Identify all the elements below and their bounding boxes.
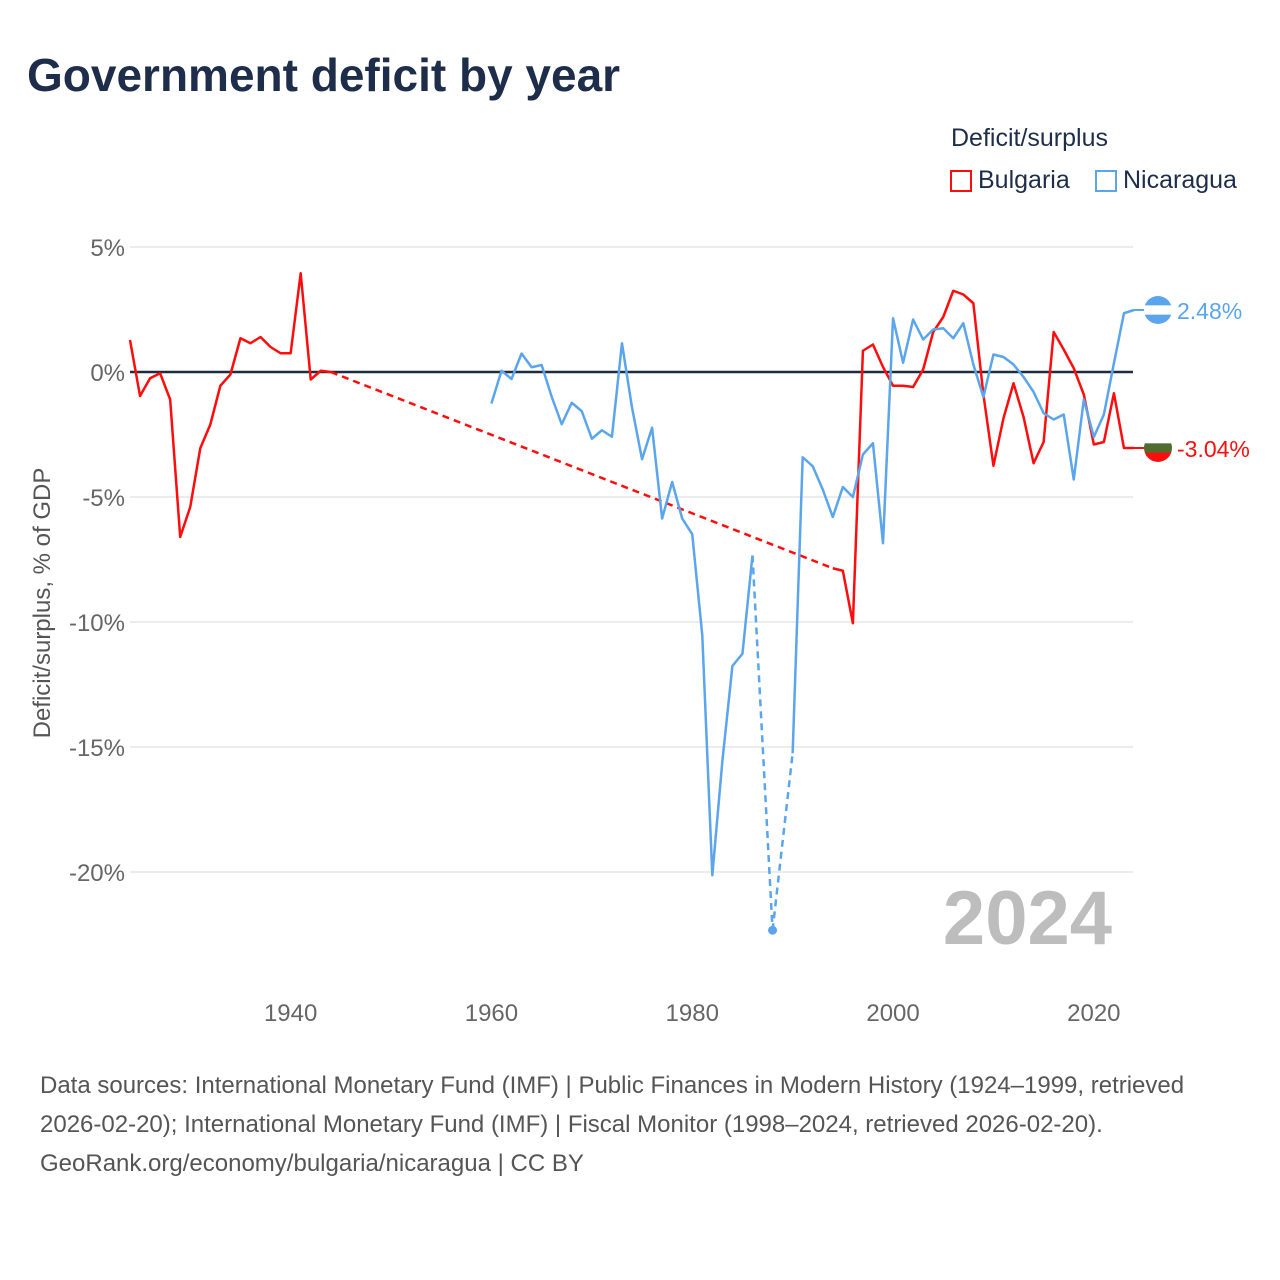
line-chart: 5%0%-5%-10%-15%-20%1940 1960 1980 2000 2020 … xyxy=(29,235,1250,1027)
legend-item-nicaragua[interactable]: Nicaragua xyxy=(1095,166,1237,195)
legend-label-bulgaria: Bulgaria xyxy=(978,166,1070,194)
y-axis-label: Deficit/surplus, % of GDP xyxy=(29,468,56,739)
x-tick-label: 2020 xyxy=(1067,1000,1120,1027)
flag-stripe xyxy=(1144,434,1172,444)
y-tick-label: -5% xyxy=(82,485,125,512)
series-line-bulgaria xyxy=(832,289,1134,625)
series-gap-nicaragua xyxy=(771,753,794,931)
flag-stripe xyxy=(1144,296,1172,306)
series-line-nicaragua xyxy=(490,342,754,877)
legend-item-bulgaria[interactable]: Bulgaria xyxy=(950,166,1070,195)
x-tick-label: 1940 xyxy=(264,1000,317,1027)
data-sources: Data sources: International Monetary Fun… xyxy=(40,1072,1185,1138)
series-line-nicaragua xyxy=(791,308,1135,754)
legend-swatch-bulgaria xyxy=(950,169,972,192)
series-gap-bulgaria xyxy=(330,370,834,570)
legend-title: Deficit/surplus xyxy=(951,124,1108,152)
flag-stripe xyxy=(1144,305,1172,316)
x-tick-label: 2000 xyxy=(866,1000,919,1027)
flag-icon-nicaragua xyxy=(1144,296,1172,324)
flag-icon-bulgaria xyxy=(1144,434,1172,462)
y-tick-label: 5% xyxy=(90,235,125,262)
end-value-label-bulgaria: -3.04% xyxy=(1177,436,1250,462)
credit-link[interactable]: GeoRank.org/economy/bulgaria/nicaragua |… xyxy=(40,1150,584,1177)
y-tick-label: -15% xyxy=(69,735,125,762)
footer: Data sources: International Monetary Fun… xyxy=(40,1066,1240,1183)
y-tick-label: -10% xyxy=(69,610,125,637)
x-tick-label: 1980 xyxy=(666,1000,719,1027)
flag-stripe xyxy=(1144,443,1172,454)
legend-swatch-nicaragua xyxy=(1095,169,1117,192)
end-value-label-nicaragua: 2.48% xyxy=(1177,298,1242,324)
year-watermark: 2024 xyxy=(943,876,1112,961)
x-tick-label: 1960 xyxy=(465,1000,518,1027)
legend-label-nicaragua: Nicaragua xyxy=(1123,166,1237,194)
series-gap-nicaragua xyxy=(751,555,774,931)
flag-stripe xyxy=(1144,452,1172,462)
y-tick-label: 0% xyxy=(90,360,125,387)
series-line-bulgaria xyxy=(128,272,331,539)
y-tick-label: -20% xyxy=(69,860,125,887)
chart-title: Government deficit by year xyxy=(27,49,621,101)
flag-stripe xyxy=(1144,314,1172,324)
